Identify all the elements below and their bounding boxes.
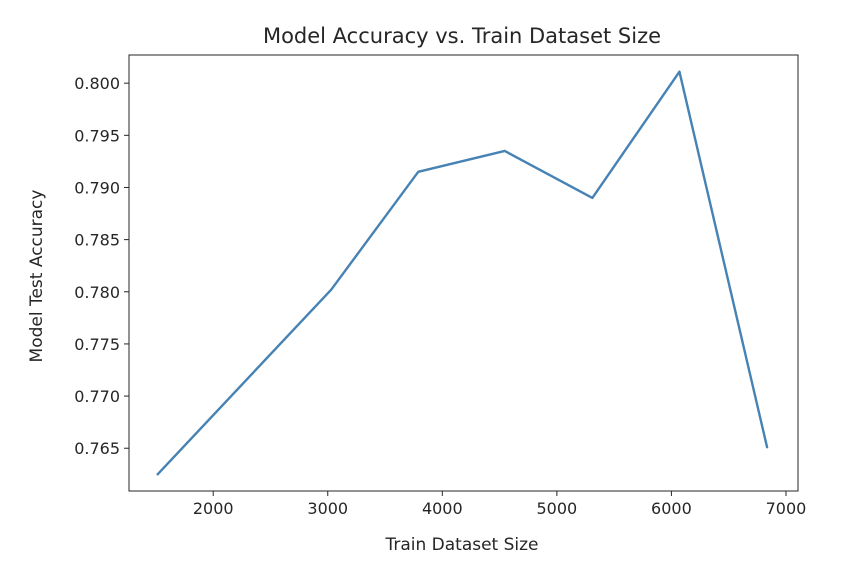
plot-area: 2000 3000 4000 5000 6000 7000 0.765 0.770 0.775 0…: [74, 55, 806, 518]
x-tick-label: 5000: [537, 499, 578, 518]
y-tick-label: 0.780: [74, 283, 120, 302]
y-tick-label: 0.790: [74, 178, 120, 197]
x-tick-label: 2000: [193, 499, 234, 518]
x-tick-label: 6000: [651, 499, 692, 518]
y-axis-label: Model Test Accuracy: [27, 190, 47, 363]
x-tick-label: 7000: [766, 499, 807, 518]
y-tick-label: 0.795: [74, 126, 120, 145]
y-tick-label: 0.765: [74, 439, 120, 458]
y-tick-label: 0.770: [74, 387, 120, 406]
axes-frame: [129, 55, 798, 491]
y-tick-label: 0.800: [74, 74, 120, 93]
x-tick-label: 4000: [422, 499, 463, 518]
x-axis-label: Train Dataset Size: [384, 535, 538, 555]
y-tick-label: 0.785: [74, 231, 120, 250]
series-line: [158, 72, 767, 475]
chart-title: Model Accuracy vs. Train Dataset Size: [263, 24, 661, 48]
y-tick-label: 0.775: [74, 335, 120, 354]
x-tick-label: 3000: [307, 499, 348, 518]
